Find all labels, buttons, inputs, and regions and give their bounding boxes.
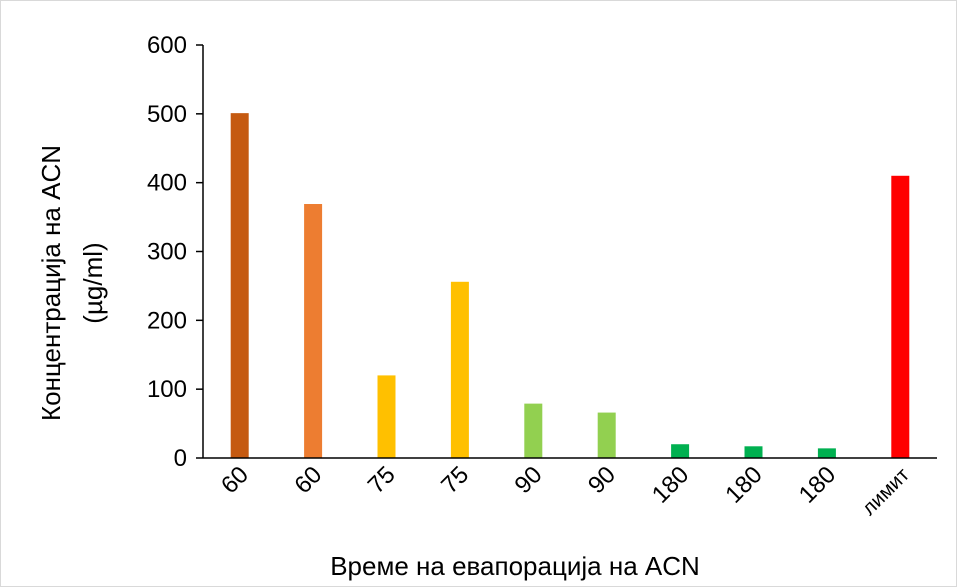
y-tick-label: 100 bbox=[147, 376, 187, 403]
y-tick-label: 400 bbox=[147, 170, 187, 197]
y-tick-label: 0 bbox=[174, 445, 187, 472]
y-axis-unit: (µg/ml) bbox=[78, 242, 108, 323]
x-ticks-group: 60 60 75 75 90 90 180 180 180 лимит bbox=[216, 461, 914, 520]
y-ticks-group: 0 100 200 300 400 500 600 bbox=[147, 32, 203, 472]
x-tick-label: лимит bbox=[858, 464, 914, 520]
x-tick-label: 75 bbox=[363, 461, 401, 499]
x-tick-label: 75 bbox=[436, 461, 474, 499]
y-tick-label: 300 bbox=[147, 239, 187, 266]
x-tick-label: 90 bbox=[583, 461, 621, 499]
x-tick-label: 60 bbox=[289, 461, 327, 499]
bar-8 bbox=[744, 446, 763, 458]
x-tick-label: 180 bbox=[794, 461, 841, 508]
y-tick-label: 200 bbox=[147, 307, 187, 334]
bars-group bbox=[230, 113, 910, 459]
bar-4 bbox=[450, 281, 469, 458]
x-axis-title: Време на евапорација на ACN bbox=[330, 551, 700, 581]
bar-3 bbox=[377, 375, 396, 458]
x-tick-label: 90 bbox=[510, 461, 548, 499]
y-tick-label: 500 bbox=[147, 101, 187, 128]
bar-10 bbox=[891, 175, 910, 459]
bar-1 bbox=[230, 113, 249, 459]
bar-2 bbox=[304, 204, 323, 458]
x-tick-label: 180 bbox=[647, 461, 694, 508]
bar-5 bbox=[524, 403, 543, 458]
y-tick-label: 600 bbox=[147, 32, 187, 59]
y-axis-title: Концентрација на ACN bbox=[36, 145, 66, 421]
bar-9 bbox=[817, 448, 836, 458]
x-tick-label: 60 bbox=[216, 461, 254, 499]
bar-7 bbox=[671, 444, 690, 458]
x-tick-label: 180 bbox=[720, 461, 767, 508]
bar-6 bbox=[597, 412, 616, 458]
